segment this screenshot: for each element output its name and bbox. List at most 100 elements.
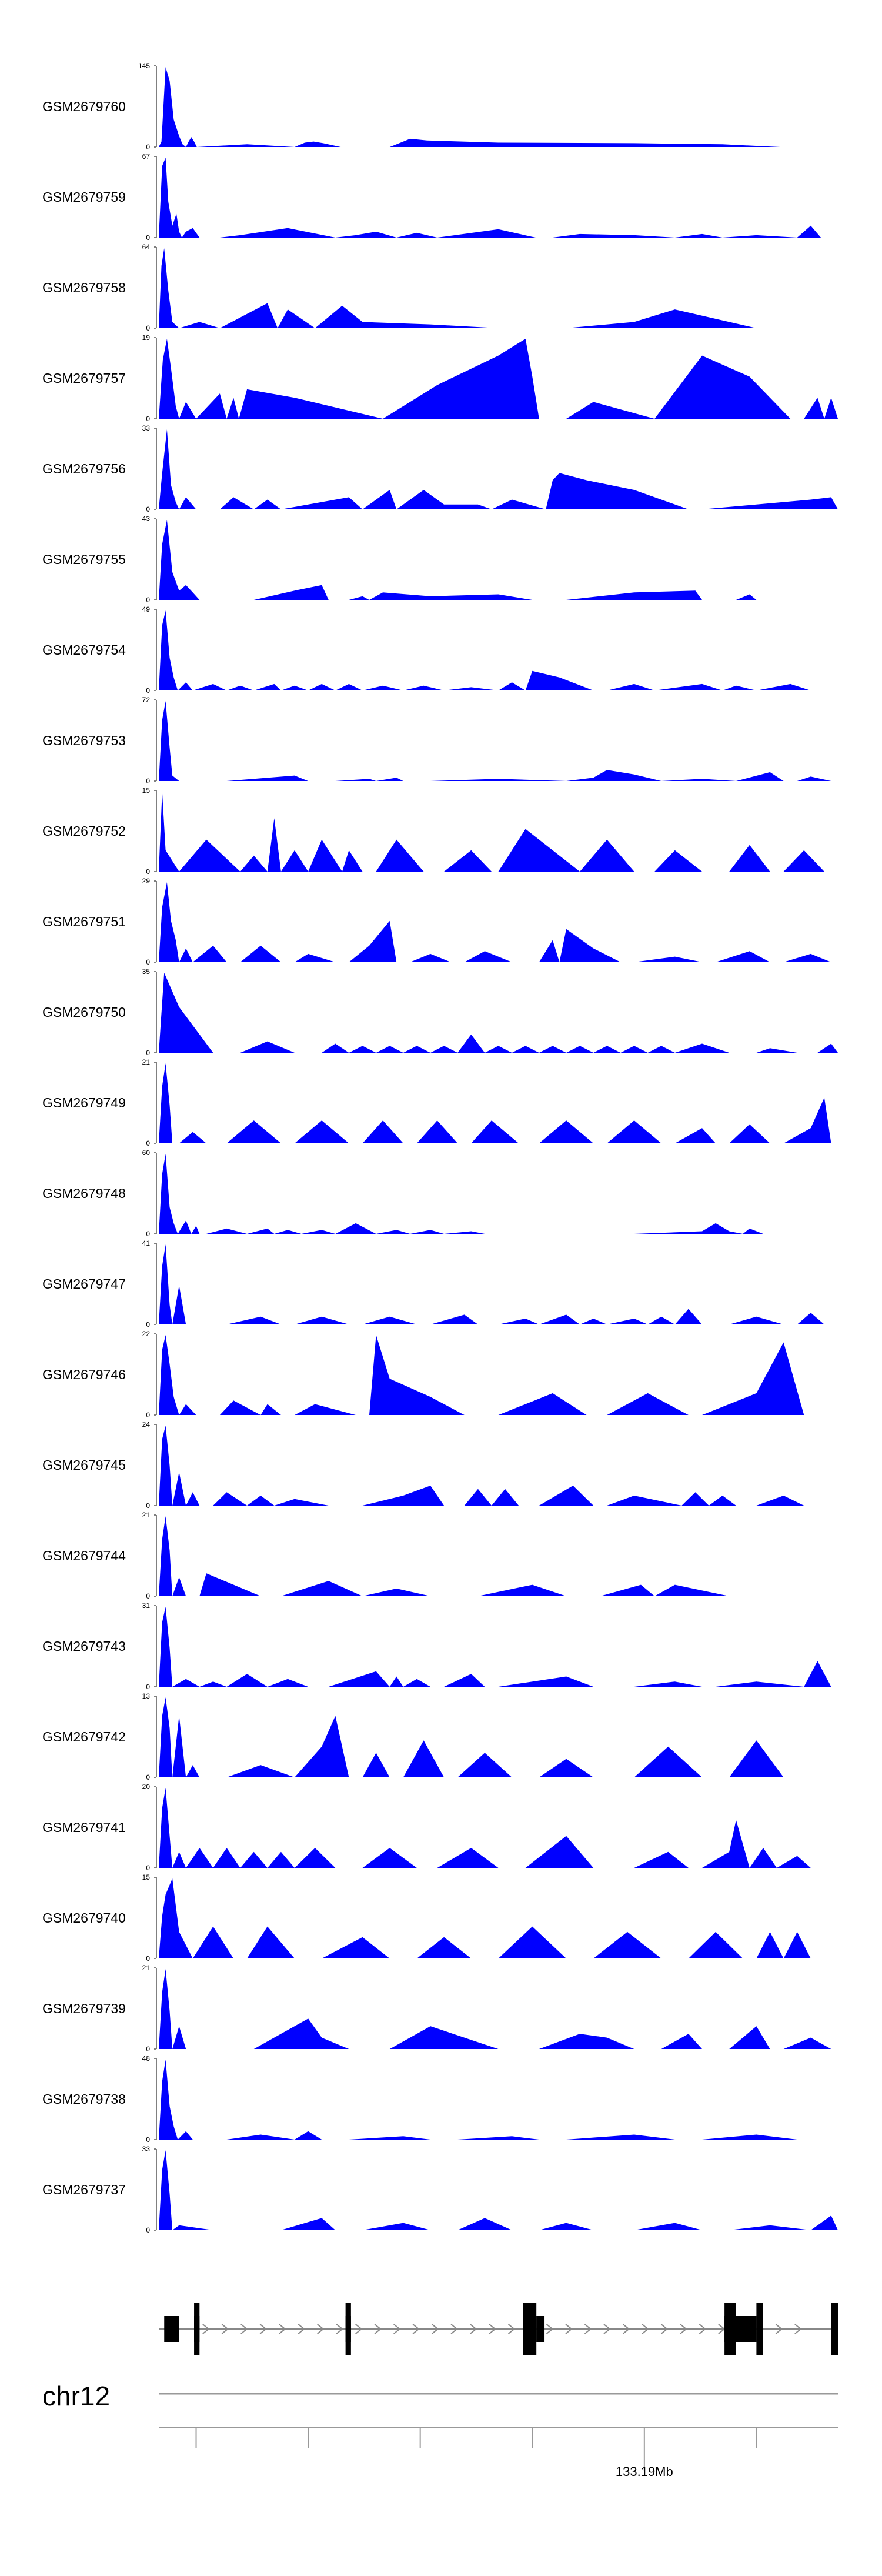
y-max-label: 48 <box>142 2054 151 2063</box>
track-GSM2679737: 33 0 GSM2679737 <box>42 2145 838 2234</box>
track-label: GSM2679738 <box>42 2091 126 2107</box>
strand-arrow <box>221 2324 229 2334</box>
y-min-label: 0 <box>146 1683 150 1691</box>
y-min-label: 0 <box>146 1320 150 1329</box>
signal-area <box>159 973 838 1053</box>
track-label: GSM2679737 <box>42 2182 126 2197</box>
track-GSM2679751: 29 0 GSM2679751 <box>42 877 838 966</box>
coding-exon <box>194 2303 200 2355</box>
track-label: GSM2679752 <box>42 823 126 839</box>
signal-area <box>159 1063 838 1143</box>
chromosome-label: chr12 <box>42 2381 110 2411</box>
signal-area <box>159 1516 838 1596</box>
track-label: GSM2679739 <box>42 2001 126 2016</box>
strand-arrow <box>699 2324 707 2334</box>
y-max-label: 19 <box>142 333 151 342</box>
strand-arrow <box>298 2324 305 2334</box>
y-max-label: 20 <box>142 1783 151 1791</box>
track-GSM2679739: 21 0 GSM2679739 <box>42 1964 838 2053</box>
y-max-label: 21 <box>142 1964 151 1972</box>
y-min-label: 0 <box>146 958 150 966</box>
axis-tick-label: 133.19Mb <box>616 2464 673 2479</box>
signal-area <box>159 429 838 509</box>
y-min-label: 0 <box>146 867 150 876</box>
y-max-label: 49 <box>142 605 151 613</box>
y-min-label: 0 <box>146 1139 150 1147</box>
track-label: GSM2679743 <box>42 1639 126 1654</box>
y-min-label: 0 <box>146 2226 150 2234</box>
y-max-label: 21 <box>142 1058 151 1066</box>
strand-arrow <box>584 2324 592 2334</box>
y-max-label: 21 <box>142 1511 151 1519</box>
coding-exon <box>724 2303 736 2355</box>
y-max-label: 43 <box>142 515 151 523</box>
signal-area <box>159 339 838 419</box>
strand-arrow <box>432 2324 439 2334</box>
y-max-label: 29 <box>142 877 151 885</box>
strand-arrow <box>279 2324 286 2334</box>
y-max-label: 15 <box>142 786 151 795</box>
strand-arrow <box>450 2324 458 2334</box>
track-label: GSM2679748 <box>42 1186 126 1201</box>
y-max-label: 35 <box>142 967 151 976</box>
track-GSM2679748: 60 0 GSM2679748 <box>42 1149 838 1238</box>
y-min-label: 0 <box>146 1501 150 1510</box>
strand-arrow <box>317 2324 325 2334</box>
signal-area <box>159 1878 838 1958</box>
y-min-label: 0 <box>146 1230 150 1238</box>
signal-area <box>159 1244 838 1324</box>
y-min-label: 0 <box>146 233 150 242</box>
y-max-label: 60 <box>142 1149 151 1157</box>
y-max-label: 41 <box>142 1239 151 1247</box>
strand-arrow <box>622 2324 630 2334</box>
y-min-label: 0 <box>146 415 150 423</box>
strand-arrow <box>336 2324 343 2334</box>
track-label: GSM2679759 <box>42 189 126 205</box>
signal-area <box>159 2060 838 2140</box>
track-label: GSM2679758 <box>42 280 126 295</box>
signal-area <box>159 610 838 690</box>
y-max-label: 13 <box>142 1692 151 1700</box>
strand-arrow <box>546 2324 554 2334</box>
gene-model <box>159 2303 838 2355</box>
strand-arrow <box>489 2324 496 2334</box>
y-max-label: 72 <box>142 696 151 704</box>
signal-area <box>159 67 838 147</box>
coding-exon <box>345 2303 351 2355</box>
track-label: GSM2679747 <box>42 1276 126 1292</box>
track-GSM2679753: 72 0 GSM2679753 <box>42 696 838 785</box>
strand-arrow <box>680 2324 687 2334</box>
y-min-label: 0 <box>146 2045 150 2053</box>
exon <box>736 2316 757 2342</box>
y-max-label: 24 <box>142 1420 151 1429</box>
strand-arrow <box>603 2324 611 2334</box>
strand-arrow <box>240 2324 248 2334</box>
track-GSM2679743: 31 0 GSM2679743 <box>42 1601 838 1691</box>
signal-area <box>159 248 838 328</box>
strand-arrow <box>259 2324 267 2334</box>
track-label: GSM2679751 <box>42 914 126 929</box>
exon <box>536 2316 545 2342</box>
y-min-label: 0 <box>146 324 150 332</box>
strand-arrow <box>412 2324 420 2334</box>
track-GSM2679756: 33 0 GSM2679756 <box>42 424 838 513</box>
track-label: GSM2679740 <box>42 1910 126 1926</box>
track-GSM2679752: 15 0 GSM2679752 <box>42 786 838 876</box>
ideogram: chr12 <box>42 2381 838 2411</box>
track-label: GSM2679744 <box>42 1548 126 1563</box>
strand-arrow <box>470 2324 477 2334</box>
signal-area <box>159 2150 838 2230</box>
y-min-label: 0 <box>146 686 150 695</box>
track-label: GSM2679754 <box>42 642 126 658</box>
exon <box>164 2316 179 2342</box>
track-GSM2679755: 43 0 GSM2679755 <box>42 515 838 604</box>
track-GSM2679750: 35 0 GSM2679750 <box>42 967 838 1057</box>
coding-exon <box>756 2303 763 2355</box>
track-GSM2679754: 49 0 GSM2679754 <box>42 605 838 695</box>
track-GSM2679744: 21 0 GSM2679744 <box>42 1511 838 1600</box>
signal-area <box>159 520 838 600</box>
signal-area <box>159 1697 838 1777</box>
y-min-label: 0 <box>146 1954 150 1963</box>
strand-arrow <box>393 2324 401 2334</box>
